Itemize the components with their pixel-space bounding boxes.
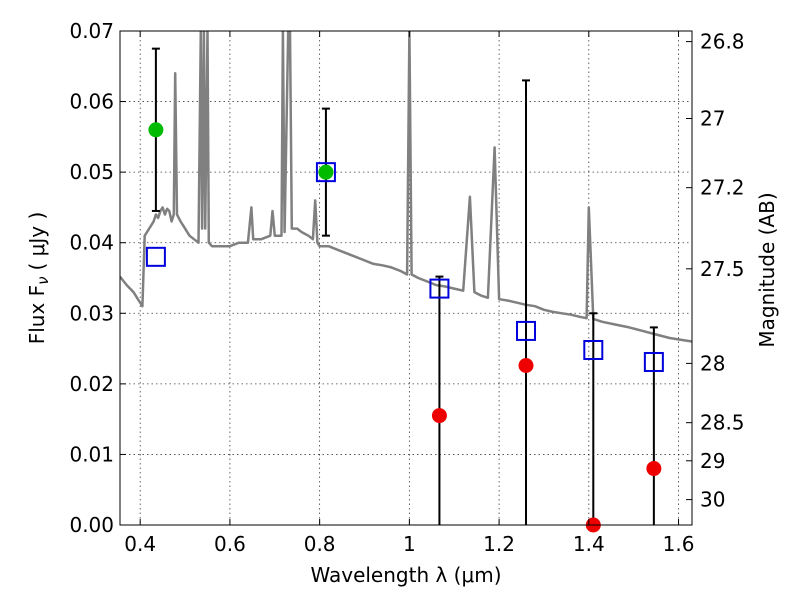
- y-tick-label: 0.07: [69, 19, 114, 43]
- y-tick-label: 0.03: [69, 301, 114, 325]
- y2-tick-label: 28.5: [700, 411, 745, 435]
- y-tick-label: 0.05: [69, 160, 114, 184]
- y2-tick-label: 27.2: [700, 176, 745, 200]
- axis-ticks: 0.4 0.6 0.8 1 1.2 1.4 1.6 0.00 0.01 0.02 0.03 0.04 0…: [69, 19, 744, 556]
- detection-point: [318, 164, 334, 180]
- y-tick-label: 0.00: [69, 513, 114, 537]
- model-band-square: [145, 246, 166, 267]
- y-tick-label: 0.01: [69, 442, 114, 466]
- model-spectrum-line: [120, 31, 692, 343]
- detection-point: [148, 122, 164, 138]
- y2-tick-label: 29: [700, 449, 725, 473]
- upper-limit-point: [431, 408, 447, 424]
- y-axis-title-main: Flux F: [25, 285, 49, 344]
- x-tick-label: 0.8: [304, 532, 336, 556]
- y-axis-title-unit: ( μJy ): [25, 212, 49, 271]
- y-tick-label: 0.06: [69, 90, 114, 114]
- model-band-square: [643, 351, 664, 372]
- y2-tick-label: 27.5: [700, 257, 745, 281]
- plot-frame: [119, 30, 693, 526]
- y-tick-label: 0.02: [69, 372, 114, 396]
- data-markers: [145, 122, 664, 533]
- x-tick-label: 1.6: [663, 532, 695, 556]
- model-spectrum: [120, 31, 692, 343]
- model-band-square: [583, 339, 604, 360]
- model-band-square: [516, 320, 537, 341]
- y2-tick-label: 26.8: [700, 30, 745, 54]
- upper-limit-point: [646, 461, 662, 477]
- y2-tick-label: 27: [700, 107, 725, 131]
- x-axis-title: Wavelength λ (μm): [310, 563, 501, 587]
- y-tick-label: 0.04: [69, 231, 114, 255]
- x-tick-label: 1.2: [483, 532, 515, 556]
- x-tick-label: 1.4: [573, 532, 605, 556]
- x-tick-label: 0.4: [124, 532, 156, 556]
- y2-tick-label: 28: [700, 351, 725, 375]
- x-tick-label: 1: [403, 532, 416, 556]
- error-bars: [151, 47, 658, 525]
- upper-limit-point: [518, 358, 534, 374]
- y2-axis-title: Magnitude (AB): [755, 192, 779, 347]
- model-band-square: [315, 162, 336, 183]
- y-axis-title-subscript: ν: [34, 276, 52, 284]
- y-axis-title: Flux Fν ( μJy ): [25, 212, 52, 345]
- y2-tick-label: 30: [700, 488, 725, 512]
- model-band-square: [429, 278, 450, 299]
- x-tick-label: 0.6: [214, 532, 246, 556]
